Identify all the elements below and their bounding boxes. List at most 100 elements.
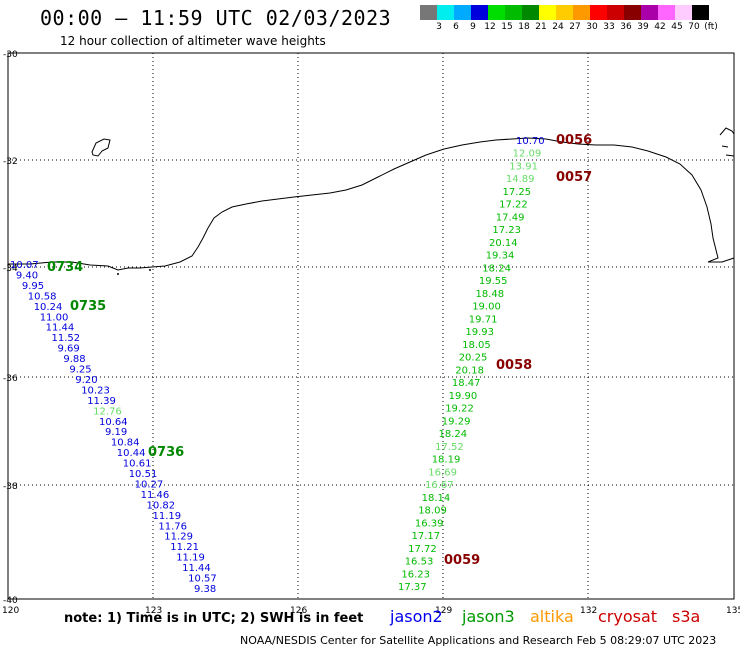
wave-height-value: 17.17: [412, 531, 441, 542]
lon-label: 132: [580, 606, 597, 616]
wave-height-value: 11.21: [170, 542, 199, 553]
legend-swatch: [471, 5, 488, 20]
wave-height-value: 11.19: [176, 553, 205, 564]
wave-height-value: 9.95: [22, 281, 44, 292]
wave-height-value: 17.22: [499, 200, 528, 211]
lon-label: 126: [290, 606, 307, 616]
coastline: [8, 137, 735, 271]
legend-label: 9: [470, 22, 476, 32]
legend-label: 39: [637, 22, 649, 32]
lon-label: 135: [726, 606, 740, 616]
wave-height-value: 9.38: [194, 584, 216, 595]
legend-swatches: [420, 5, 709, 20]
wave-height-value: 10.58: [28, 291, 57, 302]
legend-label: 15: [501, 22, 513, 32]
wave-height-value: 18.14: [422, 493, 451, 504]
pass-time-label: 0736: [148, 445, 184, 460]
footer-credit: NOAA/NESDIS Center for Satellite Applica…: [240, 634, 717, 647]
wave-height-value: 9.20: [75, 375, 97, 386]
lon-label: 123: [145, 606, 162, 616]
legend-swatch: [556, 5, 573, 20]
lat-label: -30: [3, 50, 18, 60]
wave-height-value: 9.88: [63, 354, 85, 365]
wave-height-value: 16.53: [405, 557, 434, 568]
islet: [117, 273, 119, 275]
legend-label: 3: [436, 22, 442, 32]
wave-height-value: 9.19: [105, 427, 127, 438]
wave-height-value: 11.19: [153, 511, 182, 522]
page-subtitle: 12 hour collection of altimeter wave hei…: [60, 34, 326, 48]
wave-height-value: 10.64: [99, 417, 128, 428]
legend-swatch: [607, 5, 624, 20]
legend-swatch: [420, 5, 437, 20]
wave-height-value: 19.90: [449, 391, 478, 402]
legend-swatch: [573, 5, 590, 20]
wave-height-value: 12.76: [93, 406, 122, 417]
wave-height-value: 9.25: [69, 365, 91, 376]
wave-height-value: 10.27: [135, 480, 164, 491]
wave-height-value: 18.09: [418, 506, 447, 517]
wave-height-value: 10.57: [188, 574, 217, 585]
wave-height-value: 19.00: [472, 302, 501, 313]
wave-height-value: 11.52: [52, 333, 81, 344]
wave-height-value: 20.25: [459, 353, 488, 364]
wave-height-value: 10.61: [123, 459, 152, 470]
legend-label: 24: [552, 22, 564, 32]
pass-time-label: 0734: [47, 260, 83, 275]
legend-swatch: [641, 5, 658, 20]
wave-height-value: 10.23: [81, 385, 110, 396]
wave-height-value: 16.23: [401, 569, 430, 580]
legend-cryosat: cryosat: [598, 607, 658, 626]
legend-jason3: jason3: [462, 607, 515, 626]
legend-label: 18: [518, 22, 530, 32]
legend-swatch: [590, 5, 607, 20]
pass-time-label: 0056: [556, 133, 592, 148]
pass-time-label: 0057: [556, 170, 592, 185]
legend-swatch: [624, 5, 641, 20]
wave-height-value: 16.69: [428, 467, 457, 478]
wave-height-value: 18.05: [462, 340, 491, 351]
lat-label: -36: [3, 374, 18, 384]
wave-height-value: 11.39: [87, 396, 116, 407]
wave-height-value: 18.47: [452, 378, 481, 389]
wave-height-value: 19.71: [469, 314, 498, 325]
wave-height-value: 18.24: [439, 429, 468, 440]
islet: [149, 269, 151, 271]
wave-height-value: 17.49: [496, 213, 525, 224]
wave-height-value: 17.37: [398, 582, 427, 593]
jason2-track: 10.079.409.9510.5810.2411.0011.4411.529.…: [10, 260, 217, 595]
wave-height-value: 17.23: [492, 225, 521, 236]
legend-swatch: [675, 5, 692, 20]
legend-altika: altika: [530, 607, 574, 626]
legend-label: 30: [586, 22, 598, 32]
wave-height-value: 19.55: [479, 276, 508, 287]
legend-swatch: [488, 5, 505, 20]
pass-time-label: 0735: [70, 299, 106, 314]
wave-height-value: 10.44: [117, 448, 146, 459]
wave-height-value: 11.44: [46, 323, 75, 334]
island: [91, 138, 111, 157]
wave-height-value: 19.29: [442, 416, 471, 427]
legend-label: (ft): [704, 22, 718, 32]
wave-height-value: 9.69: [58, 344, 80, 355]
axis-labels: 120 123 126 129 132 135 -30 -32 -34 -36 -38 -40: [2, 50, 740, 616]
wave-height-value: 12.09: [513, 149, 542, 160]
pass-time-labels: 0734 0735 0736 0056 0057 0058 0059: [47, 133, 592, 568]
lat-lon-grid: [8, 53, 734, 599]
wave-height-value: 18.24: [482, 263, 511, 274]
wave-height-value: 11.00: [40, 312, 69, 323]
legend-jason2: jason2: [390, 607, 443, 626]
wave-height-value: 10.82: [147, 500, 176, 511]
wave-height-value: 17.72: [408, 544, 437, 555]
wave-height-value: 19.93: [465, 327, 494, 338]
lon-label: 129: [435, 606, 452, 616]
legend-swatch: [658, 5, 675, 20]
legend-label: 12: [484, 22, 496, 32]
wave-height-value: 10.51: [129, 469, 158, 480]
map-note: note: 1) Time is in UTC; 2) SWH is in fe…: [64, 611, 364, 626]
lon-label: 120: [2, 606, 19, 616]
wave-height-value: 10.24: [34, 302, 63, 313]
legend-label: 33: [603, 22, 615, 32]
